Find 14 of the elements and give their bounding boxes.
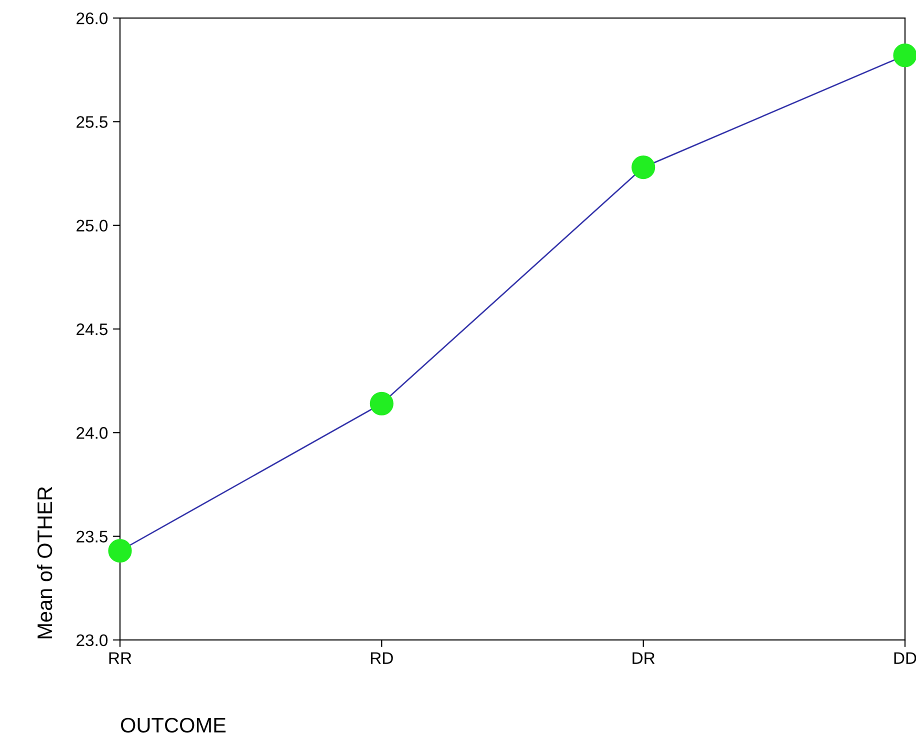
x-axis-title: OUTCOME (120, 718, 226, 733)
y-tick-label: 24.5 (76, 323, 108, 336)
y-tick-label: 24.0 (76, 427, 108, 439)
y-axis-title: Mean of OTHER (36, 486, 52, 638)
x-tick-label: RR (109, 652, 132, 664)
x-tick-label: RD (370, 652, 393, 664)
x-tick-label: DD (894, 652, 916, 664)
y-tick-label: 26.0 (76, 12, 108, 24)
x-tick-label: DR (632, 652, 655, 664)
y-tick-label: 25.0 (76, 220, 108, 232)
y-tick-label: 25.5 (76, 116, 108, 128)
y-tick-label: 23.0 (76, 634, 108, 646)
y-tick-label: 23.5 (76, 530, 108, 543)
point (893, 44, 916, 68)
